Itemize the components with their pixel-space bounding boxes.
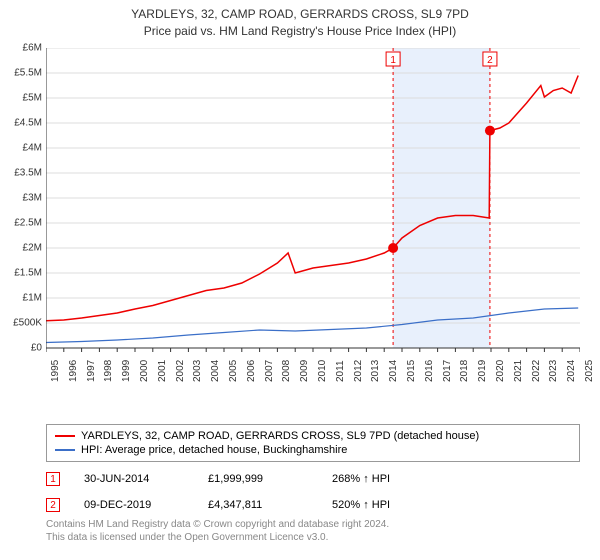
x-tick-label: 1995: [50, 360, 61, 382]
legend-box: YARDLEYS, 32, CAMP ROAD, GERRARDS CROSS,…: [46, 424, 580, 462]
chart-container: YARDLEYS, 32, CAMP ROAD, GERRARDS CROSS,…: [0, 0, 600, 560]
legend-swatch-property: [55, 435, 75, 437]
x-tick-label: 2020: [495, 360, 506, 382]
x-tick-label: 2005: [228, 360, 239, 382]
legend-label-hpi: HPI: Average price, detached house, Buck…: [81, 444, 347, 456]
x-tick-label: 1997: [86, 360, 97, 382]
x-tick-label: 1996: [68, 360, 79, 382]
x-tick-label: 2017: [442, 360, 453, 382]
y-tick-label: £4.5M: [2, 118, 42, 129]
attribution-line2: This data is licensed under the Open Gov…: [46, 531, 580, 544]
x-tick-label: 2006: [246, 360, 257, 382]
sale-date-1: 30-JUN-2014: [84, 473, 184, 485]
svg-text:1: 1: [390, 55, 396, 66]
x-tick-label: 2001: [157, 360, 168, 382]
sale-date-2: 09-DEC-2019: [84, 499, 184, 511]
sale-marker-2: 2: [46, 498, 60, 512]
y-tick-label: £500K: [2, 318, 42, 329]
title-block: YARDLEYS, 32, CAMP ROAD, GERRARDS CROSS,…: [0, 0, 600, 40]
legend-swatch-hpi: [55, 449, 75, 451]
x-tick-label: 2021: [513, 360, 524, 382]
y-tick-label: £3M: [2, 193, 42, 204]
x-tick-label: 2022: [531, 360, 542, 382]
y-tick-label: £2M: [2, 243, 42, 254]
sale-price-1: £1,999,999: [208, 473, 308, 485]
x-tick-label: 2015: [406, 360, 417, 382]
y-tick-label: £6M: [2, 43, 42, 54]
chart-svg: 12: [46, 48, 580, 390]
x-tick-label: 2023: [548, 360, 559, 382]
x-tick-label: 2008: [281, 360, 292, 382]
svg-text:2: 2: [487, 55, 493, 66]
y-tick-label: £2.5M: [2, 218, 42, 229]
x-tick-label: 2004: [210, 360, 221, 382]
x-tick-label: 1998: [103, 360, 114, 382]
x-tick-label: 2014: [388, 360, 399, 382]
x-tick-label: 2002: [175, 360, 186, 382]
x-tick-label: 2018: [459, 360, 470, 382]
x-tick-label: 2007: [264, 360, 275, 382]
chart-title: YARDLEYS, 32, CAMP ROAD, GERRARDS CROSS,…: [0, 6, 600, 23]
chart-subtitle: Price paid vs. HM Land Registry's House …: [0, 23, 600, 40]
y-tick-label: £4M: [2, 143, 42, 154]
attribution-text: Contains HM Land Registry data © Crown c…: [46, 518, 580, 544]
y-tick-label: £1.5M: [2, 268, 42, 279]
legend-label-property: YARDLEYS, 32, CAMP ROAD, GERRARDS CROSS,…: [81, 430, 479, 442]
sale-data-rows: 1 30-JUN-2014 £1,999,999 268% ↑ HPI 2 09…: [46, 466, 580, 518]
sale-hpi-1: 268% ↑ HPI: [332, 473, 432, 485]
x-tick-label: 2024: [566, 360, 577, 382]
x-tick-label: 2011: [335, 360, 346, 382]
x-tick-label: 2009: [299, 360, 310, 382]
sale-row-1: 1 30-JUN-2014 £1,999,999 268% ↑ HPI: [46, 466, 580, 492]
x-tick-label: 2003: [192, 360, 203, 382]
legend-item-property: YARDLEYS, 32, CAMP ROAD, GERRARDS CROSS,…: [55, 429, 571, 443]
x-tick-label: 2000: [139, 360, 150, 382]
y-tick-label: £5.5M: [2, 68, 42, 79]
attribution-line1: Contains HM Land Registry data © Crown c…: [46, 518, 580, 531]
sale-hpi-2: 520% ↑ HPI: [332, 499, 432, 511]
x-tick-label: 1999: [121, 360, 132, 382]
sale-row-2: 2 09-DEC-2019 £4,347,811 520% ↑ HPI: [46, 492, 580, 518]
y-tick-label: £1M: [2, 293, 42, 304]
chart-plot-area: 12: [46, 48, 580, 390]
y-tick-label: £3.5M: [2, 168, 42, 179]
x-tick-label: 2019: [477, 360, 488, 382]
x-tick-label: 2012: [353, 360, 364, 382]
x-tick-label: 2025: [584, 360, 595, 382]
sale-price-2: £4,347,811: [208, 499, 308, 511]
y-tick-label: £0: [2, 343, 42, 354]
x-tick-label: 2013: [370, 360, 381, 382]
sale-marker-1: 1: [46, 472, 60, 486]
y-tick-label: £5M: [2, 93, 42, 104]
x-tick-label: 2010: [317, 360, 328, 382]
x-tick-label: 2016: [424, 360, 435, 382]
legend-item-hpi: HPI: Average price, detached house, Buck…: [55, 443, 571, 457]
